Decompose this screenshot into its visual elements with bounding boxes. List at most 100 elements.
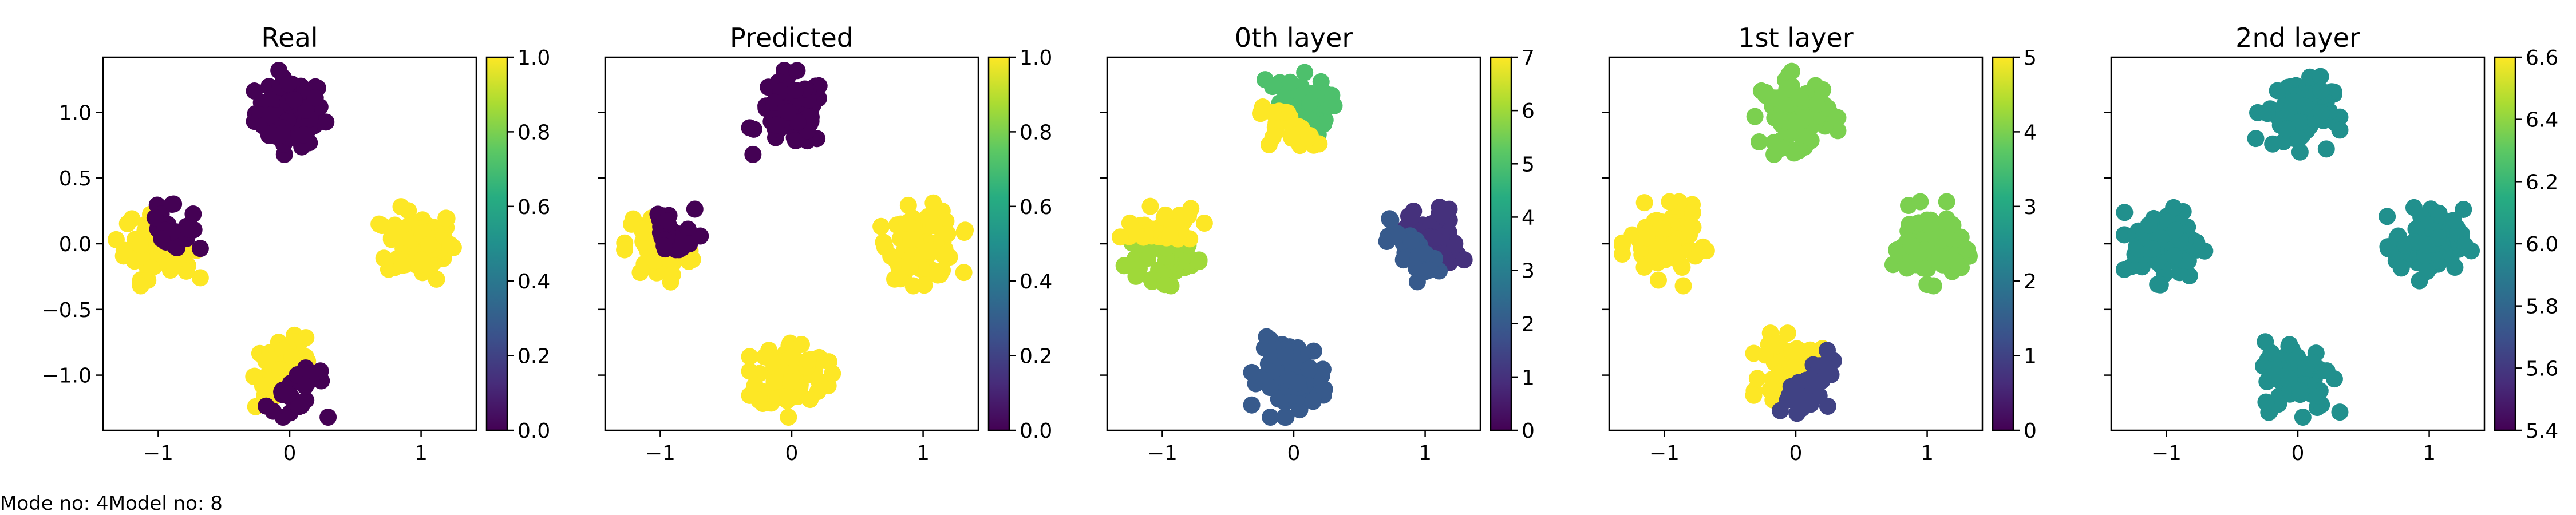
data-point — [1902, 237, 1920, 255]
colorbar-tick-label: 0.0 — [1020, 419, 1052, 443]
data-point — [1251, 105, 1269, 122]
x-tick-label: 1 — [916, 442, 930, 465]
data-point — [1797, 128, 1815, 146]
cluster-4 — [741, 334, 841, 426]
data-point — [441, 236, 459, 253]
data-point — [297, 101, 315, 119]
data-point — [115, 241, 133, 259]
subplot-title: Real — [261, 22, 318, 53]
data-point — [1785, 144, 1803, 162]
cluster-3 — [1111, 197, 1213, 295]
data-point — [297, 378, 314, 395]
data-point — [2281, 336, 2298, 354]
x-tick-label: 0 — [1287, 442, 1301, 465]
colorbar-tick-label: 1.0 — [1020, 46, 1052, 70]
data-point — [1818, 342, 1836, 359]
scatter-points — [2115, 68, 2480, 426]
data-point — [246, 82, 263, 100]
data-point — [616, 241, 634, 259]
data-point — [1613, 234, 1631, 252]
x-tick-label: 0 — [283, 442, 297, 465]
data-point — [1943, 216, 1961, 233]
data-point — [1756, 346, 1774, 364]
x-tick-label: −1 — [2151, 442, 2182, 465]
data-point — [1684, 204, 1701, 221]
data-point — [393, 256, 411, 274]
data-point — [2312, 82, 2330, 100]
data-point — [1323, 86, 1341, 104]
data-point — [783, 348, 800, 366]
data-point — [279, 75, 297, 93]
data-point — [1297, 128, 1315, 146]
data-point — [2262, 344, 2280, 362]
data-point — [924, 194, 942, 212]
x-tick-label: 1 — [414, 442, 428, 465]
data-point — [787, 132, 804, 149]
data-point — [2379, 238, 2397, 256]
data-point — [1942, 229, 1959, 247]
data-point — [2257, 393, 2275, 411]
colorbar-tick-label: 0.0 — [517, 419, 550, 443]
data-point — [2278, 120, 2296, 138]
data-point — [167, 238, 184, 256]
data-point — [1291, 401, 1309, 419]
colorbar — [1992, 56, 2014, 431]
data-point — [741, 362, 758, 380]
colorbar — [987, 56, 1010, 431]
y-tick-label: −0.5 — [42, 299, 92, 322]
data-point — [191, 240, 209, 258]
data-point — [1402, 232, 1420, 250]
data-point — [270, 61, 288, 79]
data-point — [1779, 324, 1796, 342]
data-point — [262, 106, 279, 124]
colorbar — [485, 56, 508, 431]
colorbar-tick-label: 4 — [1522, 206, 1535, 229]
data-point — [929, 266, 947, 284]
data-point — [1694, 238, 1712, 256]
subplot-5: 2nd layer −1 0 1 5.4 5.6 5.8 6.0 6.2 6.4 6.6 — [2104, 22, 2558, 465]
cluster-3 — [2115, 199, 2214, 294]
data-point — [2285, 348, 2302, 366]
data-point — [2166, 247, 2183, 265]
colorbar-tick-label: 1 — [2024, 345, 2037, 369]
subplot-title: 2nd layer — [2235, 22, 2360, 53]
data-point — [934, 245, 951, 263]
data-point — [1914, 259, 1932, 277]
data-point — [2291, 143, 2309, 161]
data-point — [1281, 73, 1299, 91]
subplot-3: 0th layer −1 0 1 0 1 2 3 4 5 6 7 — [1100, 22, 1535, 465]
data-point — [1414, 244, 1432, 262]
data-point — [779, 387, 797, 405]
data-point — [745, 120, 762, 138]
data-point — [306, 89, 324, 106]
colorbar-tick-label: 0.2 — [1020, 345, 1052, 369]
cluster-2 — [2379, 199, 2480, 290]
data-point — [1262, 409, 1279, 426]
data-point — [413, 251, 431, 269]
data-point — [1664, 235, 1682, 252]
x-tick-label: 1 — [1921, 442, 1934, 465]
data-point — [1315, 381, 1333, 398]
data-point — [939, 225, 957, 243]
colorbar-tick-label: 5.4 — [2526, 419, 2558, 443]
data-point — [1910, 214, 1927, 232]
data-point — [245, 367, 263, 385]
data-point — [375, 249, 393, 267]
data-point — [257, 397, 275, 415]
data-point — [1313, 367, 1330, 385]
data-point — [1243, 396, 1261, 414]
cluster-1 — [1746, 62, 1847, 163]
data-point — [768, 116, 785, 134]
data-point — [1300, 360, 1318, 378]
cluster-3 — [616, 200, 709, 291]
cluster-2 — [1884, 193, 1978, 295]
data-point — [146, 209, 164, 227]
cluster-1 — [246, 61, 335, 163]
data-point — [820, 353, 837, 371]
data-point — [2165, 199, 2183, 216]
x-tick-label: 1 — [2423, 442, 2436, 465]
data-point — [2258, 105, 2276, 122]
data-point — [1808, 96, 1826, 113]
data-point — [1277, 347, 1294, 365]
data-point — [1791, 393, 1808, 410]
